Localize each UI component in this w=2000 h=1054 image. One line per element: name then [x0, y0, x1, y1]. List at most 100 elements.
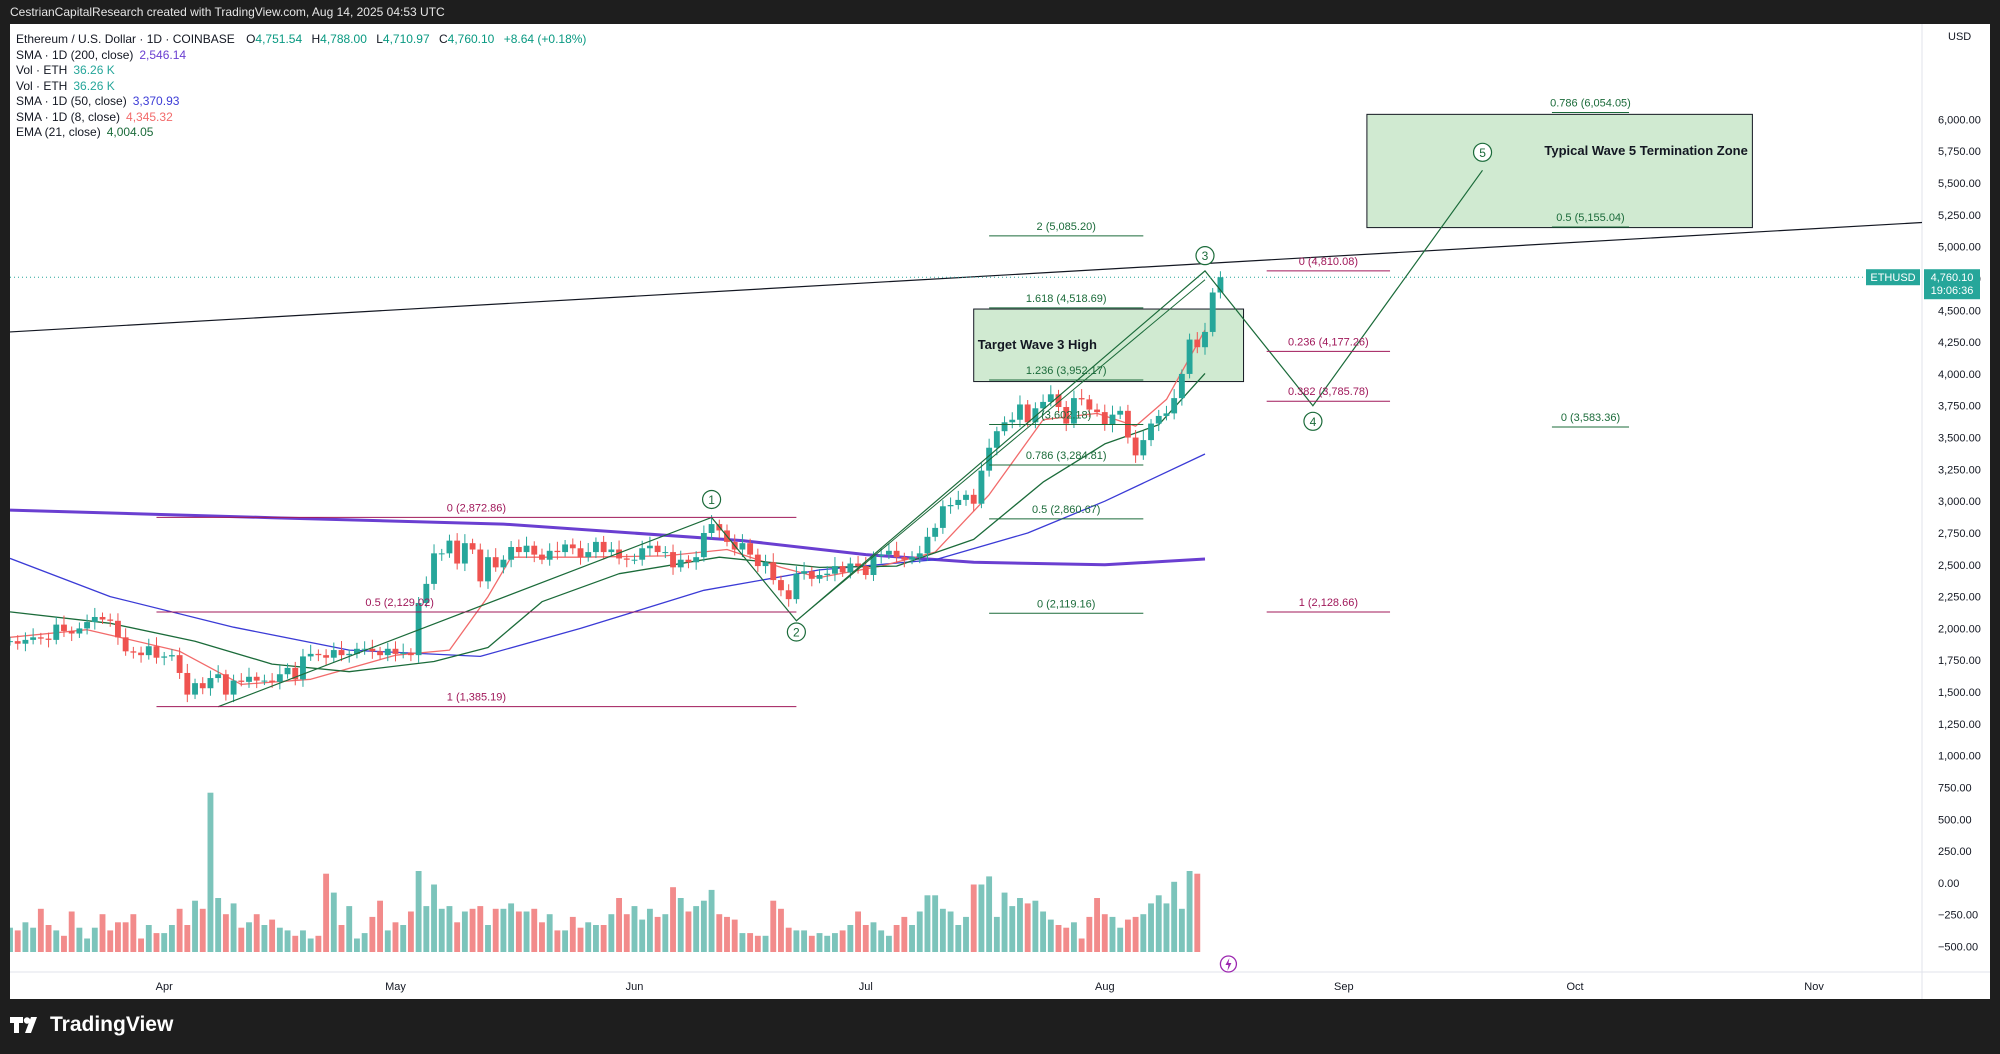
volume-bar [61, 935, 67, 952]
candle-body [315, 653, 322, 656]
volume-bar [1178, 908, 1185, 952]
volume-bar [461, 911, 468, 952]
chart-area[interactable]: USD 6,000.00 5,750.00 5,500.00 5,250.00 5,000… [10, 24, 1990, 999]
legend-indicator-label: SMA · 1D (50, close) [16, 94, 127, 108]
candle-body [161, 656, 168, 658]
candle-body [916, 553, 923, 558]
volume-bar [400, 925, 407, 952]
candle-body [909, 557, 915, 560]
candle-body [1032, 408, 1039, 423]
legend-symbol-row[interactable]: Ethereum / U.S. Dollar · 1D · COINBASE O… [16, 32, 586, 48]
bar-countdown-text: 19:06:36 [1931, 285, 1974, 297]
time-tick-label: Jul [859, 981, 873, 993]
volume-bar [10, 927, 13, 952]
volume-bar [585, 922, 592, 952]
attribution-bar: CestrianCapitalResearch created with Tra… [0, 0, 2000, 24]
legend-indicator-row[interactable]: SMA · 1D (200, close) 2,546.14 [16, 48, 586, 64]
candle-body [1163, 413, 1170, 416]
candle-body [785, 590, 792, 600]
candle-body [1178, 373, 1185, 399]
last-price-text: 4,760.10 [1931, 272, 1974, 284]
volume-bar [569, 916, 576, 952]
candle-body [392, 648, 399, 654]
candle-body [477, 549, 484, 582]
price-tick-label: 2,000.00 [1938, 623, 1981, 635]
volume-bar [870, 922, 877, 952]
candle-body [901, 557, 908, 560]
volume-bar [207, 792, 214, 952]
volume-bar [1071, 922, 1077, 952]
candle-body [84, 622, 91, 629]
volume-bar [222, 914, 229, 952]
volume-bar [693, 906, 700, 952]
candle-body [423, 583, 430, 603]
wave-marker [786, 622, 806, 642]
volume-bar [577, 927, 584, 952]
candle-body [600, 541, 607, 553]
candle-body [230, 680, 237, 695]
footer-bar: TradingView [0, 999, 2000, 1054]
volume-bar [338, 925, 345, 952]
candle-body [10, 641, 13, 643]
legend-indicator-row[interactable]: EMA (21, close) 4,004.05 [16, 125, 586, 141]
wave-label: 5 [1479, 146, 1486, 160]
wave-label: 3 [1202, 249, 1209, 263]
legend-symbol[interactable]: Ethereum / U.S. Dollar · 1D · COINBASE [16, 32, 235, 46]
legend-indicator-row[interactable]: Vol · ETH 36.26 K [16, 79, 586, 95]
volume-bar [469, 908, 476, 952]
candle-body [947, 504, 954, 507]
volume-bar [539, 922, 545, 952]
volume-bar [14, 930, 21, 952]
volume-bar [1194, 873, 1201, 952]
time-tick-label: Jun [626, 981, 644, 993]
volume-bar [454, 922, 461, 952]
legend-indicator-row[interactable]: Vol · ETH 36.26 K [16, 63, 586, 79]
candle-body [1109, 414, 1116, 425]
candle-body [384, 648, 391, 656]
volume-bar [145, 925, 152, 952]
legend-indicator-value: 36.26 K [73, 78, 115, 93]
candle-body [1202, 331, 1208, 348]
volume-bar [963, 916, 969, 952]
volume-bar [508, 903, 515, 952]
legend-close-label: C [438, 32, 448, 46]
ma-line [10, 453, 1206, 658]
volume-bar [739, 933, 746, 952]
candle-body [407, 652, 414, 656]
candle-body [199, 683, 206, 689]
ma-line [10, 329, 1206, 686]
candle-body [377, 651, 383, 656]
zone-label-target-wave-3: Target Wave 3 High [977, 337, 1097, 353]
candle-body [1071, 398, 1077, 424]
candle-body [492, 557, 499, 568]
legend-indicator-row[interactable]: SMA · 1D (8, close) 4,345.32 [16, 110, 586, 126]
price-chart-svg[interactable]: USD 6,000.00 5,750.00 5,500.00 5,250.00 5,000… [10, 24, 1990, 999]
volume-bar [354, 938, 360, 952]
candle-body [37, 637, 44, 639]
tradingview-logo[interactable]: TradingView [10, 1013, 173, 1037]
candle-body [963, 494, 969, 500]
volume-bar [1109, 916, 1116, 952]
volume-bar [369, 916, 376, 952]
legend-indicator-row[interactable]: SMA · 1D (50, close) 3,370.93 [16, 94, 586, 110]
candle-body [30, 637, 37, 640]
volume-bar [631, 906, 638, 952]
candle-body [145, 646, 152, 656]
volume-bar [716, 914, 723, 952]
candle-body [1063, 407, 1070, 424]
candle-body [338, 650, 345, 656]
price-tick-label: 3,250.00 [1938, 464, 1981, 476]
legend-indicator-label: Vol · ETH [16, 78, 68, 93]
candle-body [1155, 415, 1162, 424]
volume-bar [415, 871, 422, 952]
volume-bar [68, 911, 75, 952]
wave-marker [1472, 142, 1493, 162]
wave-label: 2 [793, 626, 800, 640]
candle-body [855, 563, 861, 567]
volume-bar [1001, 892, 1008, 952]
chart-legend: Ethereum / U.S. Dollar · 1D · COINBASE O… [16, 32, 586, 141]
volume-bar [323, 873, 330, 952]
legend-indicator-value: 36.26 K [73, 63, 115, 77]
volume-bar [801, 930, 808, 952]
candle-body [670, 552, 676, 568]
